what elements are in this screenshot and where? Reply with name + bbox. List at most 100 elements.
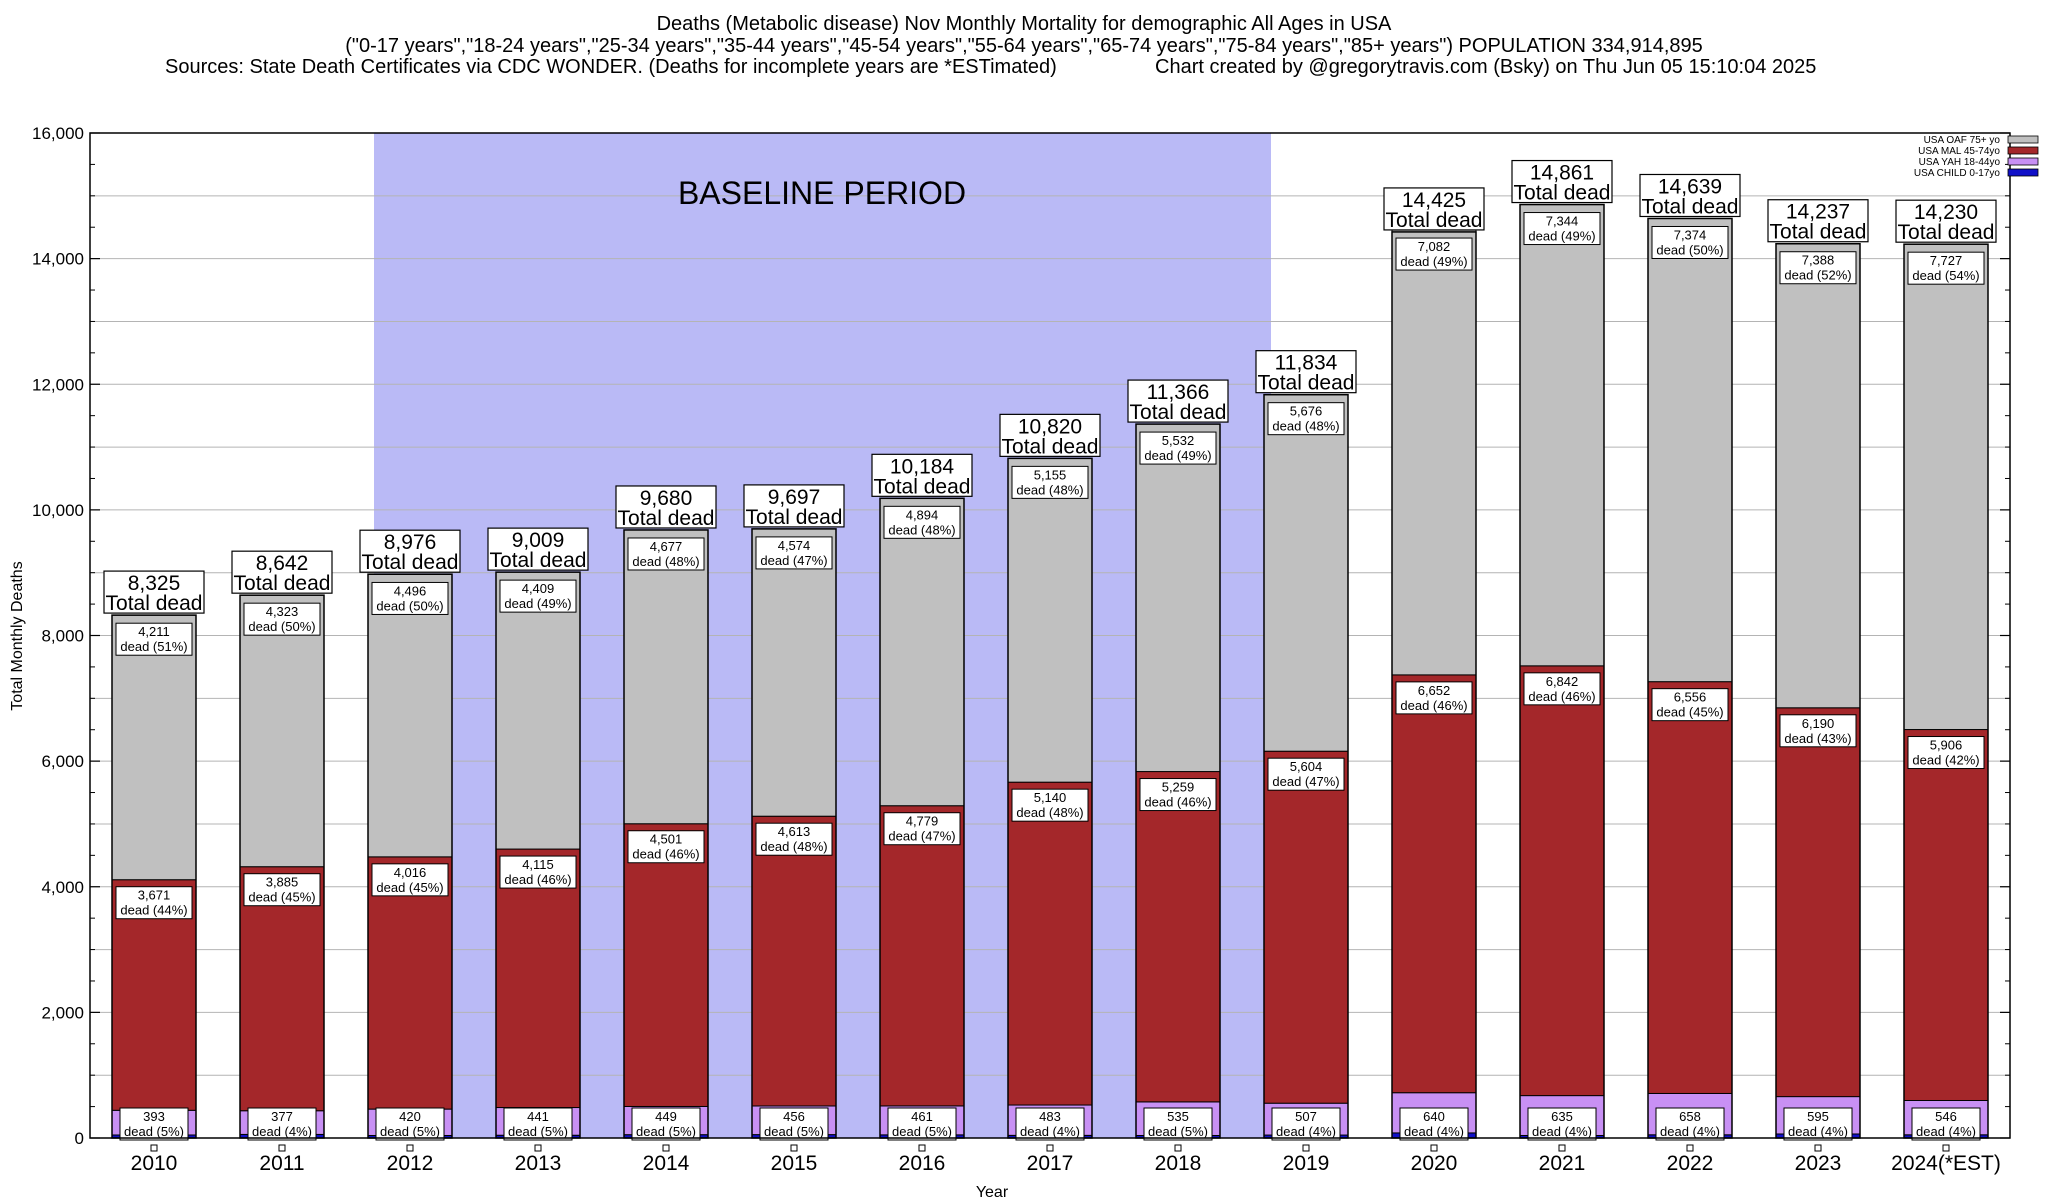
- mal-label-pct: dead (47%): [1272, 774, 1339, 789]
- yah-label-value: 449: [655, 1109, 677, 1124]
- yah-label-box: [503, 1107, 573, 1141]
- oaf-label-value: 4,677: [650, 539, 683, 554]
- oaf-label-pct: dead (54%): [1912, 268, 1979, 283]
- total-box: [231, 550, 333, 594]
- y-tick-label: 16,000: [32, 124, 84, 143]
- oaf-label-pct: dead (50%): [248, 619, 315, 634]
- oaf-label-box: [1523, 212, 1601, 246]
- base-marker: [278, 1144, 286, 1152]
- oaf-label-box: [243, 602, 321, 636]
- yah-label-pct: dead (5%): [764, 1124, 824, 1139]
- yah-label-box: [1015, 1107, 1085, 1141]
- mal-label-value: 4,016: [394, 865, 427, 880]
- yah-label-pct: dead (5%): [636, 1124, 696, 1139]
- mal-label-value: 3,671: [138, 888, 171, 903]
- mal-label-box: [1139, 778, 1217, 812]
- yah-label-value: 393: [143, 1109, 165, 1124]
- y-tick-label: 14,000: [32, 250, 84, 269]
- bar-segment: [879, 805, 965, 1107]
- total-suffix: Total dead: [1770, 221, 1867, 244]
- x-tick-label: 2017: [1027, 1152, 1074, 1175]
- oaf-label-value: 7,727: [1930, 253, 1963, 268]
- mal-label-value: 6,842: [1546, 674, 1579, 689]
- bar-segment: [1903, 243, 1989, 731]
- yah-label-value: 640: [1423, 1109, 1445, 1124]
- y-tick-label: 2,000: [41, 1003, 84, 1022]
- base-marker: [1430, 1144, 1438, 1152]
- mal-label-box: [499, 855, 577, 889]
- x-tick-label: 2022: [1667, 1152, 1714, 1175]
- mal-label-value: 4,613: [778, 824, 811, 839]
- yah-label-pct: dead (4%): [1916, 1124, 1976, 1139]
- chart-credit: Chart created by @gregorytravis.com (Bsk…: [1155, 56, 1817, 78]
- bar-segment: [1647, 681, 1733, 1094]
- oaf-label-box: [883, 505, 961, 539]
- chart-title: Deaths (Metabolic disease) Nov Monthly M…: [656, 13, 1392, 35]
- y-axis: 0 2,000 4,000 6,000 8,000 10,000 12,000 14,000 1…: [32, 124, 2010, 1148]
- mal-label-value: 4,115: [522, 857, 554, 872]
- total-value: 10,820: [1018, 415, 1082, 438]
- bar-segment: [623, 529, 709, 825]
- total-box: [1383, 187, 1485, 231]
- oaf-label-box: [1779, 251, 1857, 285]
- oaf-label-value: 4,323: [266, 604, 299, 619]
- mal-label-pct: dead (45%): [248, 890, 315, 905]
- mal-label-box: [1907, 736, 1985, 770]
- mal-label-pct: dead (46%): [1528, 689, 1595, 704]
- base-marker: [1558, 1144, 1566, 1152]
- mal-label-value: 4,501: [650, 832, 683, 847]
- total-value: 9,697: [768, 486, 821, 509]
- total-box: [871, 453, 973, 497]
- oaf-label-value: 7,388: [1802, 253, 1835, 268]
- mal-label-box: [1651, 688, 1729, 722]
- total-box: [999, 413, 1101, 457]
- bar-segment: [1647, 217, 1733, 683]
- oaf-label-box: [1011, 465, 1089, 499]
- oaf-label-value: 5,155: [1034, 467, 1067, 482]
- total-box: [487, 527, 589, 571]
- bar-segment: [1519, 204, 1605, 667]
- total-box: [1767, 199, 1869, 243]
- mal-label-value: 5,259: [1162, 780, 1195, 795]
- oaf-label-value: 7,082: [1418, 239, 1451, 254]
- oaf-label-value: 5,532: [1162, 433, 1195, 448]
- legend-swatch: [2007, 157, 2039, 166]
- total-suffix: Total dead: [874, 475, 971, 498]
- total-value: 11,834: [1275, 352, 1338, 375]
- yah-label-value: 546: [1935, 1109, 1957, 1124]
- yah-label-value: 595: [1807, 1109, 1829, 1124]
- base-marker: [534, 1144, 542, 1152]
- oaf-label-box: [1907, 251, 1985, 285]
- total-suffix: Total dead: [746, 506, 843, 529]
- yah-label-value: 483: [1039, 1109, 1061, 1124]
- mal-label-value: 6,652: [1418, 683, 1451, 698]
- yah-label-box: [759, 1107, 829, 1141]
- base-marker: [1302, 1144, 1310, 1152]
- mal-label-box: [1011, 788, 1089, 822]
- total-value: 8,976: [384, 531, 437, 554]
- bar-segment: [1135, 771, 1221, 1103]
- mal-label-pct: dead (46%): [1144, 795, 1211, 810]
- bar-segment: [1391, 674, 1477, 1094]
- yah-label-pct: dead (4%): [1532, 1124, 1592, 1139]
- total-value: 8,642: [256, 552, 309, 575]
- yah-label-box: [1911, 1107, 1981, 1141]
- yah-label-box: [1527, 1107, 1597, 1141]
- oaf-label-value: 4,894: [906, 507, 939, 522]
- mal-label-pct: dead (48%): [760, 839, 827, 854]
- x-tick-label: 2019: [1283, 1152, 1330, 1175]
- total-suffix: Total dead: [490, 549, 587, 572]
- oaf-label-pct: dead (48%): [1016, 482, 1083, 497]
- mal-label-pct: dead (46%): [632, 847, 699, 862]
- bar-segment: [879, 497, 965, 807]
- base-marker: [150, 1144, 158, 1152]
- yah-label-value: 507: [1295, 1109, 1317, 1124]
- total-value: 14,425: [1402, 189, 1466, 212]
